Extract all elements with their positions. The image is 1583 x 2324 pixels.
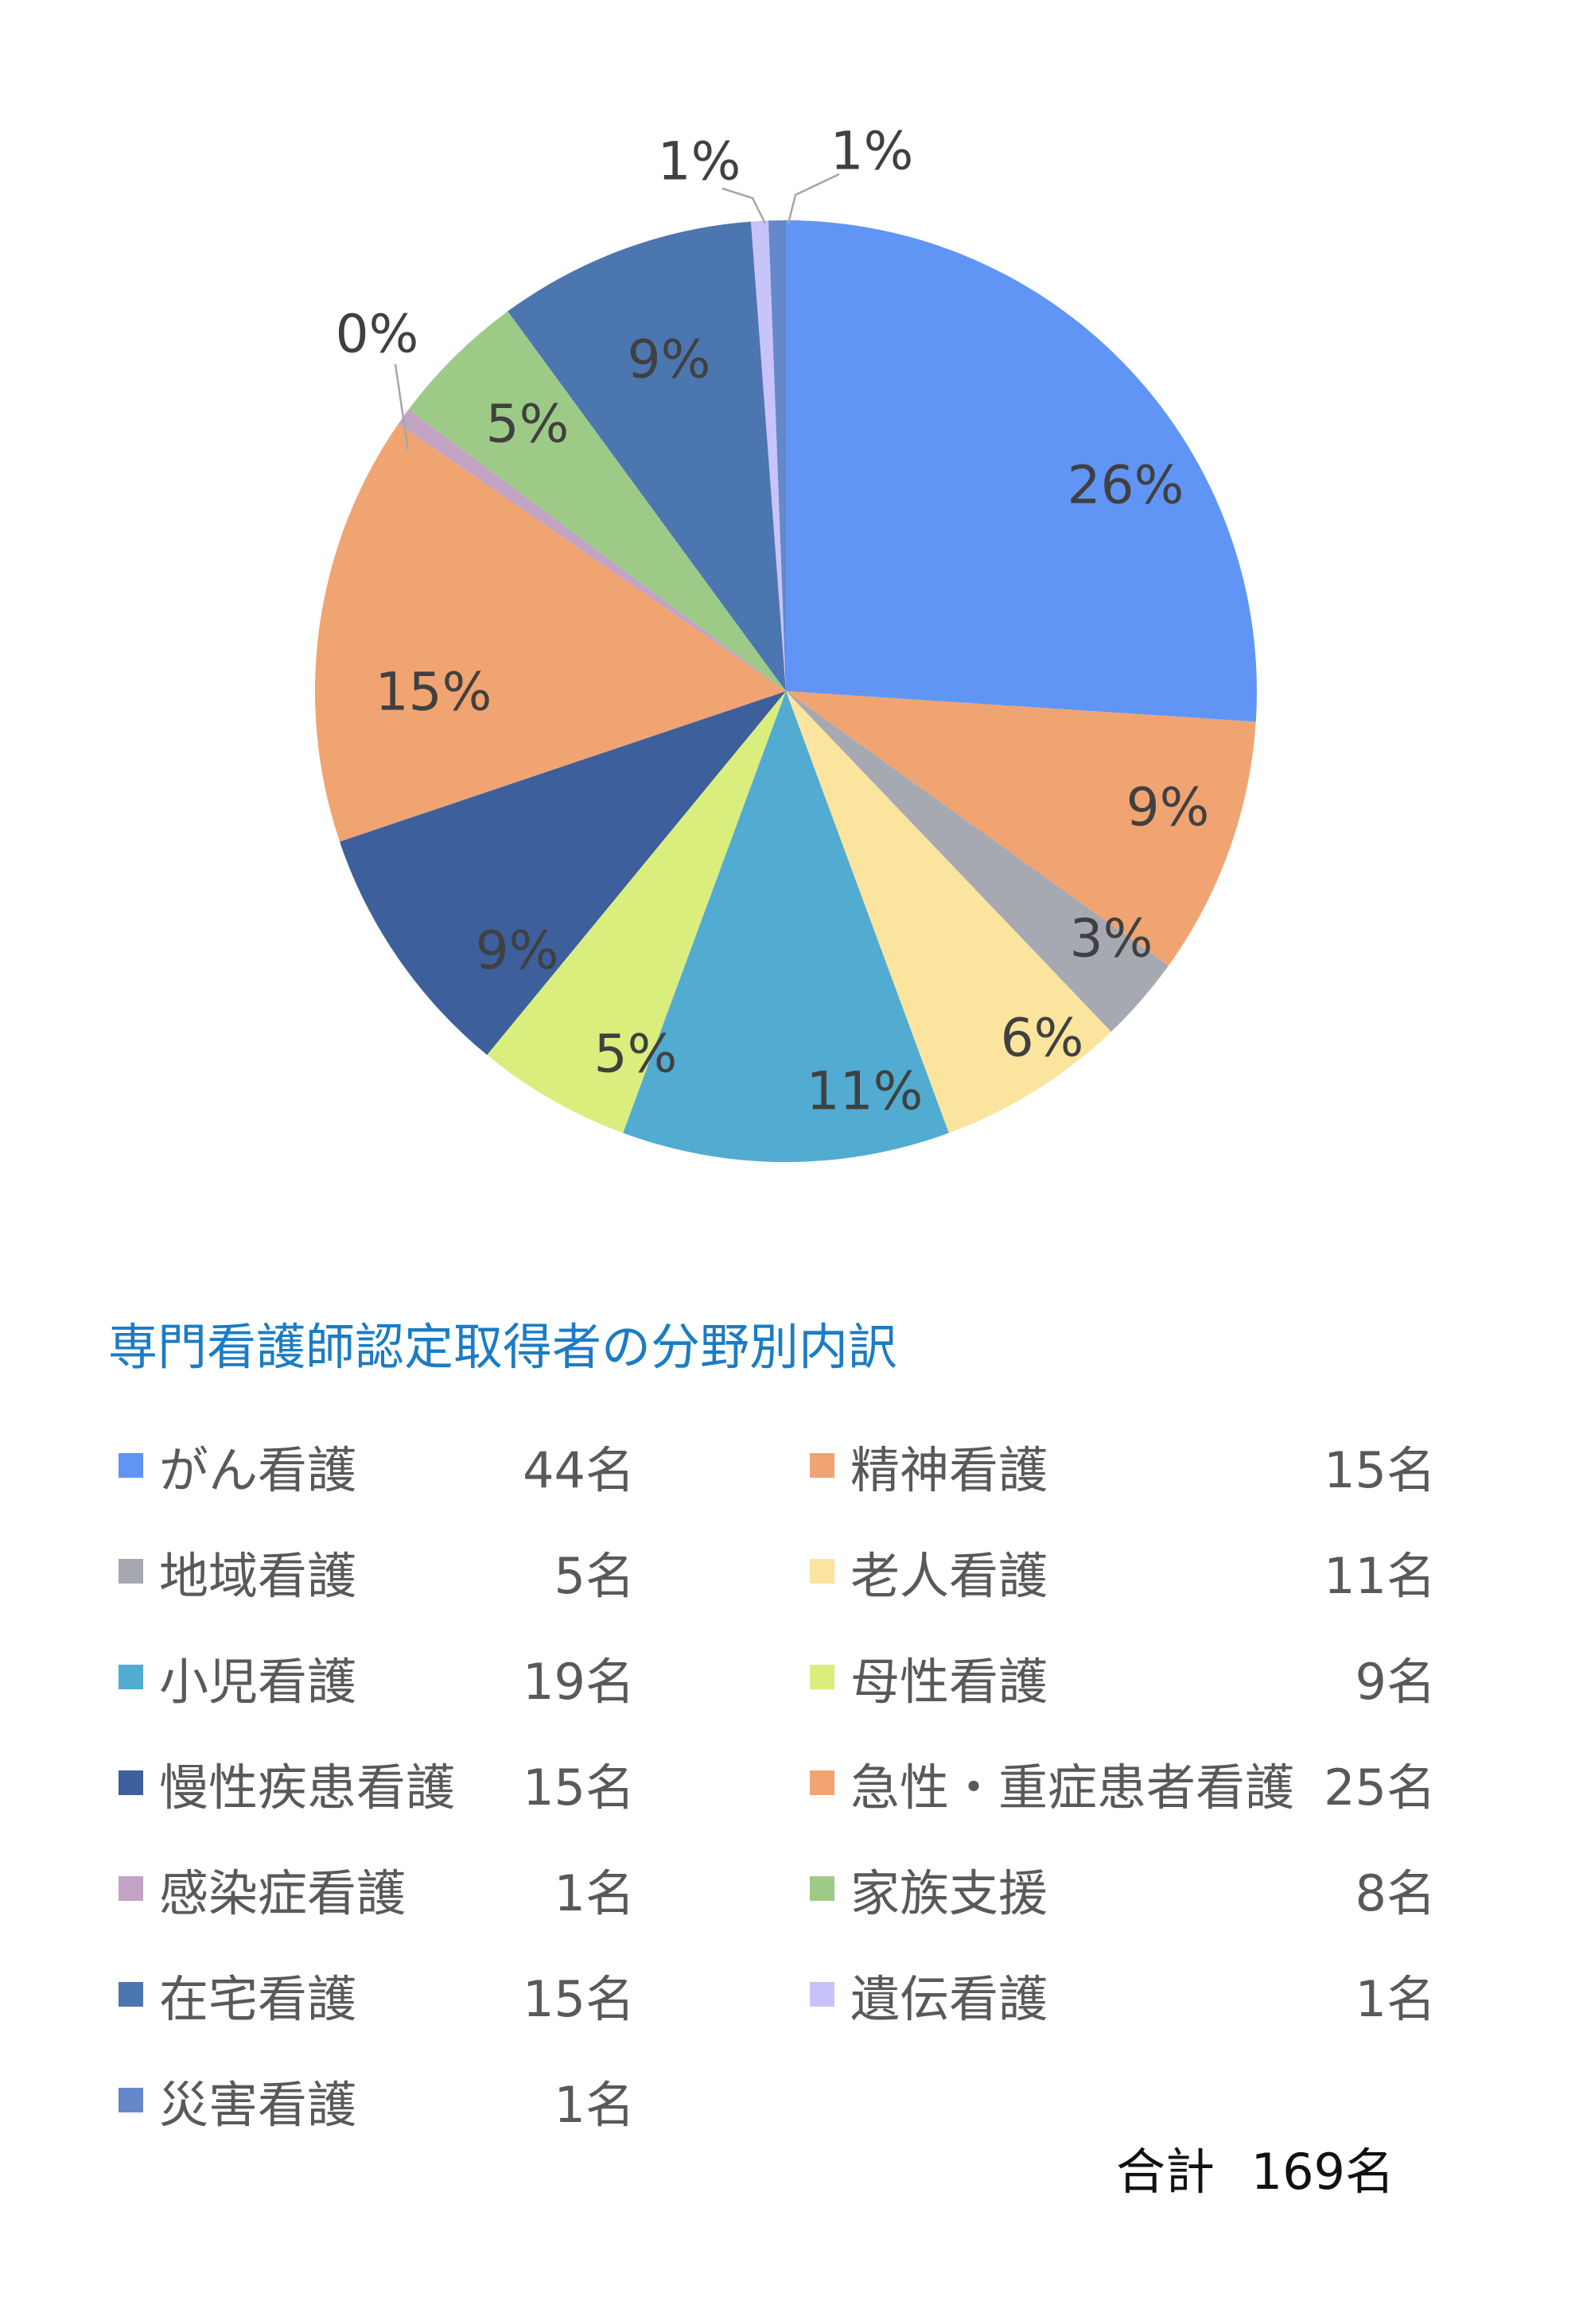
legend-item: がん看護 44名: [119, 1413, 635, 1518]
pie-percent-label: 5%: [594, 1024, 678, 1085]
legend-item: 慢性疾患看護 15名: [119, 1730, 635, 1836]
pie-slice: [340, 691, 786, 1055]
legend-item: 小児看護 19名: [119, 1624, 635, 1730]
legend-swatch: [119, 1982, 143, 2007]
legend-item: 感染症看護 1名: [119, 1836, 635, 1941]
legend-label: 小児看護: [159, 1652, 357, 1711]
legend-label: がん看護: [159, 1440, 357, 1499]
legend-count: 15名: [523, 1758, 635, 1817]
pie-slice: [314, 423, 787, 842]
legend-item: 老人看護 11名: [810, 1518, 1436, 1624]
pie-percent-label: 0%: [336, 304, 419, 365]
legend-swatch: [810, 1453, 834, 1478]
pie-slice: [786, 691, 1111, 1133]
pie-percent-label: 5%: [486, 394, 570, 455]
pie-slice: [786, 220, 1257, 722]
pie-percent-label: 11%: [807, 1061, 924, 1122]
pie-slice: [786, 691, 1256, 966]
legend-label: 在宅看護: [159, 1969, 357, 2028]
legend-swatch: [810, 1559, 834, 1584]
pie-slice: [408, 311, 786, 691]
legend-swatch: [810, 1876, 834, 1901]
legend-swatch: [119, 1770, 143, 1795]
legend-item: 遺伝看護 1名: [810, 1941, 1436, 2047]
legend-count: 15名: [1324, 1440, 1436, 1499]
legend-label: 災害看護: [159, 2075, 357, 2134]
legend-label: 感染症看護: [159, 1863, 406, 1922]
legend-swatch: [119, 1559, 143, 1584]
pie-percent-label: 26%: [1068, 455, 1184, 516]
pie-slice: [768, 220, 786, 691]
legend-count: 5名: [554, 1546, 635, 1605]
leader-lines: [394, 173, 840, 451]
legend-swatch: [119, 1665, 143, 1689]
legend-count: 44名: [523, 1440, 635, 1499]
legend-label: 地域看護: [159, 1546, 357, 1605]
data-labels: 26% 9% 3% 6% 11% 5% 9% 15% 0% 5% 9% 1% 1%: [336, 121, 1210, 1122]
legend-item: 家族支援 8名: [810, 1836, 1436, 1941]
pie-slice: [623, 691, 949, 1163]
legend-label: 家族支援: [850, 1863, 1048, 1922]
legend-count: 1名: [1355, 1969, 1436, 2028]
total-row: 合計 169名: [1116, 2132, 1394, 2203]
pie-percent-label: 15%: [375, 662, 492, 723]
legend-count: 1名: [554, 2075, 635, 2134]
total-label: 合計: [1116, 2143, 1215, 2201]
legend-count: 11名: [1324, 1546, 1436, 1605]
legend-count: 8名: [1355, 1863, 1436, 1922]
pie-percent-label: 3%: [1070, 908, 1153, 970]
legend-label: 慢性疾患看護: [159, 1758, 456, 1817]
pie-percent-label: 9%: [476, 920, 559, 981]
legend-label: 遺伝看護: [850, 1969, 1048, 2028]
legend-count: 9名: [1355, 1652, 1436, 1711]
legend-label: 急性・重症患者看護: [850, 1758, 1295, 1817]
legend-swatch: [119, 2088, 143, 2112]
pie-slice: [508, 221, 786, 692]
legend-item: 急性・重症患者看護 25名: [810, 1730, 1436, 1836]
pie-slices: [314, 220, 1257, 1163]
leader-line: [721, 187, 767, 224]
legend-item: 母性看護 9名: [810, 1624, 1436, 1730]
pie-percent-label: 9%: [1126, 777, 1210, 838]
legend-swatch: [119, 1453, 143, 1478]
legend-item: 在宅看護 15名: [119, 1941, 635, 2047]
legend-count: 25名: [1324, 1758, 1436, 1817]
pie-percent-label: 1%: [830, 121, 914, 182]
legend-item: 精神看護 15名: [810, 1413, 1436, 1518]
pie-percent-label: 9%: [628, 329, 711, 391]
legend: がん看護 44名 精神看護 15名 地域看護 5名 老人看護 11名 小児看護 19名 母性看護 9名…: [119, 1413, 1436, 2153]
legend-label: 精神看護: [850, 1440, 1048, 1499]
pie-percent-label: 6%: [1001, 1008, 1084, 1069]
legend-count: 1名: [554, 1863, 635, 1922]
pie-percent-label: 1%: [658, 131, 741, 192]
legend-label: 老人看護: [850, 1546, 1048, 1605]
legend-swatch: [810, 1982, 834, 2007]
legend-count: 19名: [523, 1652, 635, 1711]
legend-count: 15名: [523, 1969, 635, 2028]
leader-line: [394, 363, 410, 451]
legend-label: 母性看護: [850, 1652, 1048, 1711]
legend-item: 地域看護 5名: [119, 1518, 635, 1624]
legend-swatch: [810, 1665, 834, 1689]
legend-swatch: [810, 1770, 834, 1795]
chart-title: 専門看護師認定取得者の分野別内訳: [108, 1318, 898, 1376]
pie-slice: [786, 691, 1169, 1032]
pie-slice: [398, 409, 786, 691]
pie-slice: [487, 691, 786, 1133]
pie-slice: [751, 220, 786, 691]
pie-chart: 26% 9% 3% 6% 11% 5% 9% 15% 0% 5% 9% 1% 1%: [314, 121, 1257, 1163]
total-value: 169名: [1250, 2143, 1394, 2201]
legend-swatch: [119, 1876, 143, 1901]
leader-line: [787, 173, 840, 224]
legend-item: 災害看護 1名: [119, 2047, 635, 2153]
